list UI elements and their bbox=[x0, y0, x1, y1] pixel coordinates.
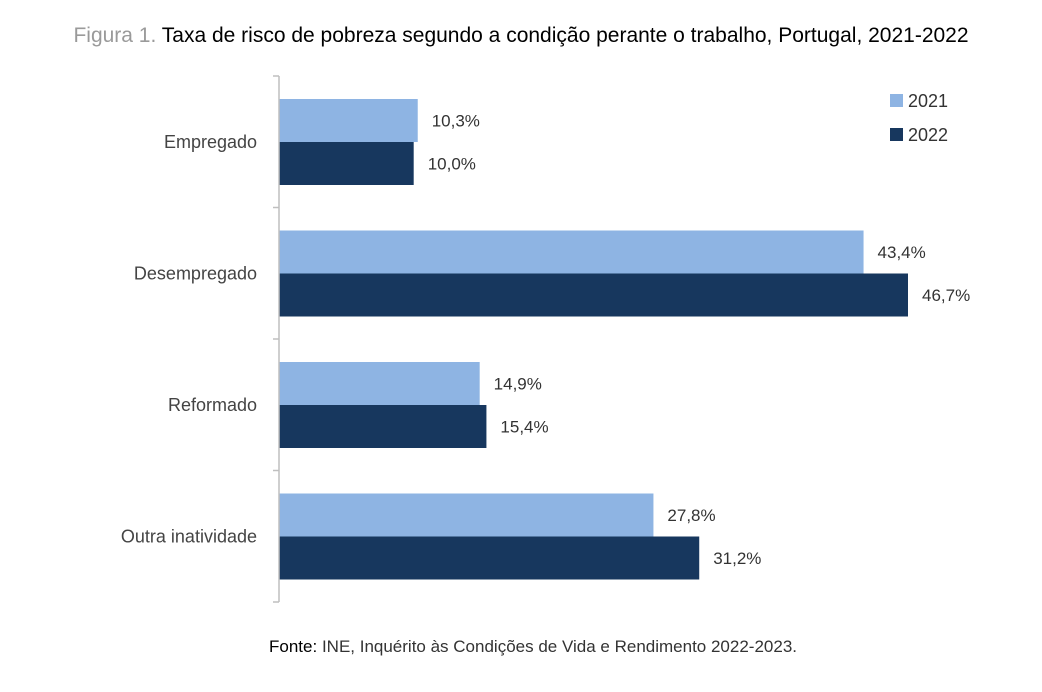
bar-2022-3 bbox=[279, 536, 700, 580]
chart-title-text: Taxa de risco de pobreza segundo a condi… bbox=[161, 24, 969, 47]
legend-swatch bbox=[890, 94, 903, 107]
bar-2021-1 bbox=[279, 230, 864, 274]
data-label: 31,2% bbox=[713, 549, 761, 568]
source-note: Fonte: INE, Inquérito às Condições de Vi… bbox=[0, 637, 1042, 657]
source-label: Fonte: bbox=[269, 637, 318, 656]
category-label: Outra inatividade bbox=[121, 527, 257, 547]
data-label: 43,4% bbox=[878, 243, 926, 262]
bar-2022-0 bbox=[279, 142, 414, 185]
source-text: INE, Inquérito às Condições de Vida e Re… bbox=[321, 637, 797, 656]
data-label: 15,4% bbox=[500, 418, 548, 437]
category-label: Reformado bbox=[168, 395, 257, 415]
bar-2021-0 bbox=[279, 99, 418, 142]
bar-2022-1 bbox=[279, 273, 908, 317]
data-label: 10,3% bbox=[432, 112, 480, 131]
data-label: 46,7% bbox=[922, 286, 970, 305]
chart-title: Figura 1. Taxa de risco de pobreza segun… bbox=[0, 24, 1042, 48]
data-label: 27,8% bbox=[667, 506, 715, 525]
legend-label: 2021 bbox=[908, 91, 948, 111]
legend-swatch bbox=[890, 128, 903, 141]
category-label: Empregado bbox=[164, 132, 257, 152]
category-label: Desempregado bbox=[134, 264, 257, 284]
bar-2021-3 bbox=[279, 493, 654, 537]
bar-2021-2 bbox=[279, 362, 480, 405]
bar-2022-2 bbox=[279, 405, 487, 448]
data-label: 10,0% bbox=[428, 155, 476, 174]
figure-number: Figura 1. bbox=[73, 24, 157, 47]
legend-label: 2022 bbox=[908, 125, 948, 145]
data-label: 14,9% bbox=[494, 375, 542, 394]
